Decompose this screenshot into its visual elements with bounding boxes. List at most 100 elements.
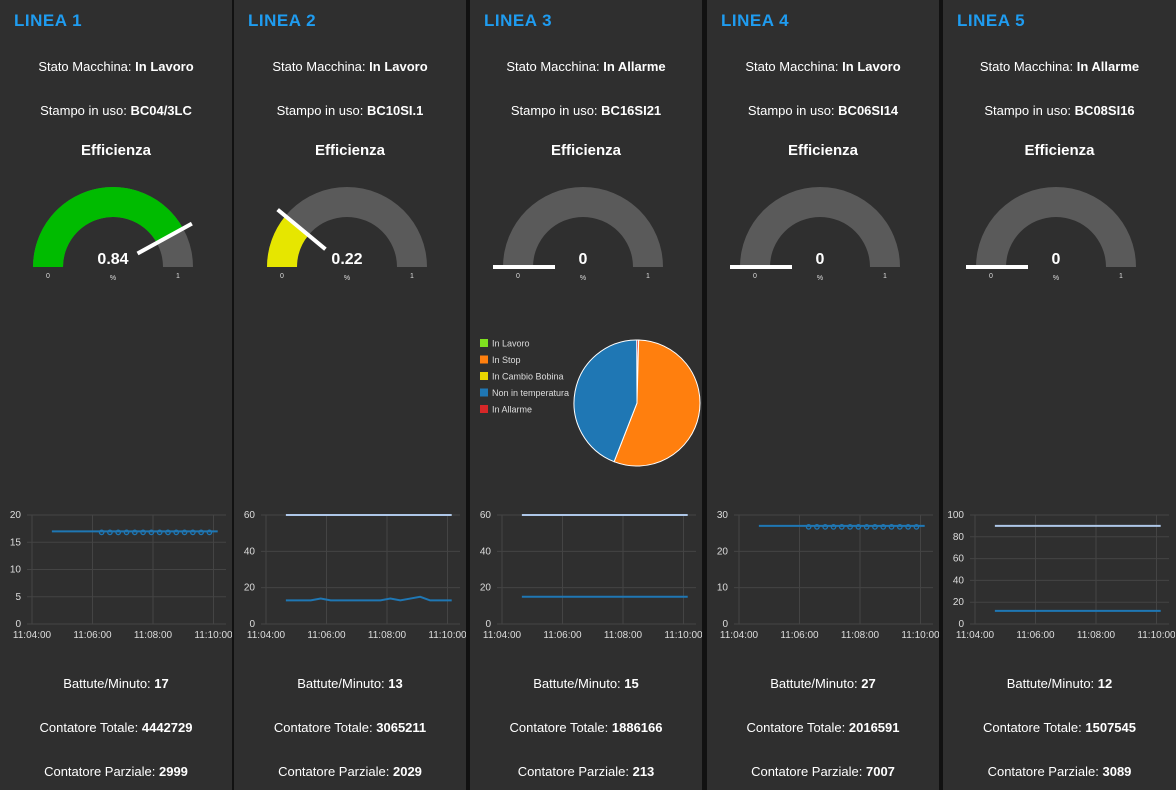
x-tick-label: 11:06:00 — [780, 630, 819, 641]
gauge-value: 0 — [816, 251, 825, 268]
y-tick-label: 100 — [947, 510, 964, 521]
y-tick-label: 20 — [244, 583, 256, 594]
panel-title: LINEA 1 — [14, 11, 83, 30]
battute-minuto: Battute/Minuto: 13 — [234, 676, 466, 691]
series-point — [847, 524, 853, 530]
stampo-value: BC04/3LC — [130, 103, 192, 118]
gauge-title: Efficienza — [787, 142, 859, 159]
x-tick-label: 11:04:00 — [956, 630, 995, 641]
battute-label: Battute/Minuto: — [297, 676, 385, 691]
contatore-parziale-value: 2999 — [158, 764, 188, 779]
legend-label: In Allarme — [492, 405, 532, 415]
series-point — [189, 529, 196, 536]
stato-label: Stato Macchina: — [38, 59, 132, 74]
battute-label: Battute/Minuto: — [770, 676, 858, 691]
battute-value: 27 — [861, 676, 876, 691]
gauge-unit: % — [1053, 275, 1059, 282]
series-point — [814, 524, 820, 530]
legend-swatch — [480, 388, 488, 397]
contatore-parziale: Contatore Parziale: 3089 — [943, 764, 1176, 779]
battute-value: 15 — [624, 676, 639, 691]
battute-minuto: Battute/Minuto: 12 — [943, 676, 1176, 691]
legend-label: In Cambio Bobina — [492, 372, 564, 382]
gauge-value: 0.22 — [331, 251, 362, 268]
contatore-parziale-label: Contatore Parziale: — [751, 764, 863, 779]
stato-label: Stato Macchina: — [272, 59, 366, 74]
y-tick-label: 20 — [717, 546, 729, 557]
contatore-parziale-value: 3089 — [1102, 764, 1132, 779]
stato-value: In Allarme — [1076, 59, 1140, 74]
x-tick-label: 11:10:00 — [1137, 630, 1175, 641]
contatore-totale: Contatore Totale: 3065211 — [234, 720, 466, 735]
y-tick-label: 10 — [10, 565, 22, 576]
stampo-in-uso: Stampo in uso: BC16SI21 — [470, 103, 702, 118]
y-tick-label: 15 — [10, 537, 22, 548]
x-tick-label: 11:04:00 — [483, 630, 522, 641]
panel-linea-4: LINEA 4 Stato Macchina: In Lavoro Stampo… — [707, 0, 939, 790]
contatore-totale-value: 1886166 — [611, 720, 663, 735]
contatore-totale-label: Contatore Totale: — [39, 720, 139, 735]
x-tick-label: 11:08:00 — [134, 630, 173, 641]
x-tick-label: 11:10:00 — [194, 630, 232, 641]
gauge-max-label: 1 — [883, 273, 887, 280]
x-tick-label: 11:08:00 — [604, 630, 643, 641]
gauge-track — [267, 187, 427, 267]
battute-minuto: Battute/Minuto: 17 — [0, 676, 232, 691]
efficiency-gauge: 0% 0 1 — [730, 187, 900, 282]
line-chart: 30 20 10 011:04:00 11:06:00 11:08:00 11:10:00 — [717, 510, 939, 641]
gauge-value: 0 — [579, 251, 588, 268]
series-point — [822, 524, 829, 530]
gauge-unit: % — [344, 275, 350, 282]
series-point — [123, 529, 130, 536]
stampo-label: Stampo in uso: — [510, 103, 598, 118]
series-point — [115, 529, 122, 536]
battute-label: Battute/Minuto: — [1006, 676, 1095, 691]
y-tick-label: 0 — [249, 619, 255, 630]
stampo-value: BC16SI21 — [601, 103, 662, 118]
gauge-track — [503, 187, 663, 267]
series-point — [855, 524, 862, 530]
stato-macchina: Stato Macchina: In Lavoro — [0, 59, 232, 74]
series-line — [285, 595, 452, 602]
y-tick-label: 10 — [717, 583, 729, 594]
stato-macchina: Stato Macchina: In Allarme — [470, 59, 702, 74]
series-point — [173, 529, 180, 536]
contatore-parziale: Contatore Parziale: 213 — [470, 764, 702, 779]
battute-minuto: Battute/Minuto: 27 — [707, 676, 939, 691]
contatore-totale: Contatore Totale: 1507545 — [943, 720, 1176, 735]
stampo-label: Stampo in uso: — [40, 103, 127, 118]
stato-value: In Lavoro — [369, 59, 428, 74]
stato-macchina: Stato Macchina: In Allarme — [943, 59, 1176, 74]
x-tick-label: 11:06:00 — [73, 630, 112, 641]
panel-title: LINEA 5 — [957, 11, 1026, 30]
gauge-fill — [33, 187, 184, 267]
gauge-min-label: 0 — [516, 273, 520, 280]
battute-value: 13 — [388, 676, 403, 691]
line-chart: 60 40 20 011:04:00 11:06:00 11:08:00 11:10:00 — [244, 510, 466, 641]
battute-value: 12 — [1097, 676, 1113, 691]
stampo-label: Stampo in uso: — [747, 103, 835, 118]
y-tick-label: 0 — [722, 619, 728, 630]
x-tick-label: 11:06:00 — [1016, 630, 1055, 641]
x-tick-label: 11:06:00 — [307, 630, 346, 641]
stato-label: Stato Macchina: — [745, 59, 839, 74]
series-point — [872, 524, 878, 530]
y-tick-label: 20 — [10, 510, 22, 521]
gauge-max-label: 1 — [1119, 273, 1123, 280]
contatore-totale-value: 3065211 — [376, 720, 427, 735]
series-point — [98, 529, 105, 536]
contatore-parziale-label: Contatore Parziale: — [987, 764, 1099, 779]
efficiency-gauge: 0.84% 0 1 — [33, 187, 193, 282]
stampo-label: Stampo in uso: — [276, 103, 364, 118]
gauge-value: 0 — [1052, 251, 1061, 268]
series-point — [107, 529, 113, 536]
panel-linea-1: LINEA 1 Stato Macchina: In Lavoro Stampo… — [0, 0, 232, 790]
gauge-unit: % — [580, 275, 586, 282]
series-point — [805, 524, 812, 530]
contatore-totale-value: 1507545 — [1085, 720, 1137, 735]
y-tick-label: 60 — [244, 510, 256, 521]
stampo-value: BC06SI14 — [838, 103, 899, 118]
y-tick-label: 20 — [480, 583, 492, 594]
contatore-totale-value: 4442729 — [141, 720, 193, 735]
pie-slice — [573, 339, 638, 463]
